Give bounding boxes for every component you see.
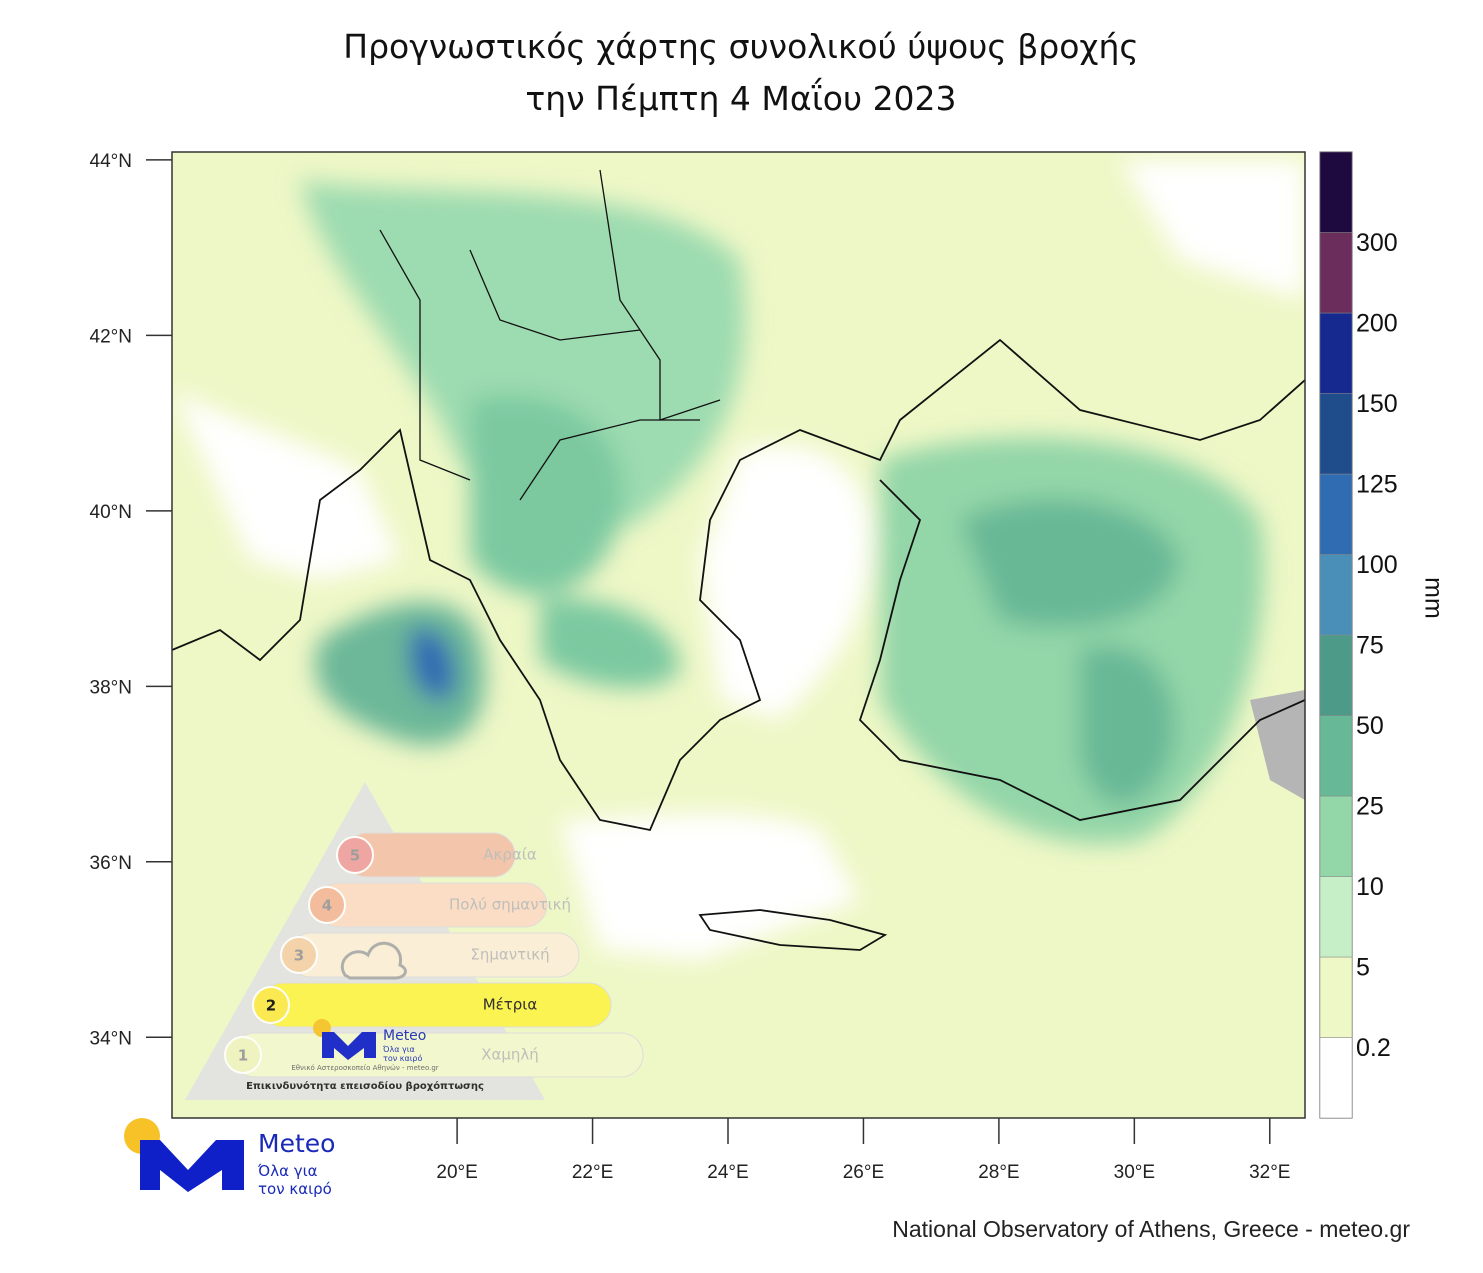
y-tick-label: 34°N xyxy=(90,1028,132,1049)
risk-level: 1 xyxy=(238,1047,248,1065)
colorbar-label: 300 xyxy=(1356,229,1398,257)
colorbar-label: 75 xyxy=(1356,632,1384,660)
risk-circle xyxy=(280,936,318,974)
risk-logo-slogan: τον καιρό xyxy=(383,1053,422,1063)
colorbar-label: 200 xyxy=(1356,310,1398,338)
logo-slogan: τον καιρό xyxy=(258,1180,332,1198)
risk-circle xyxy=(252,986,290,1024)
colorbar-label: 125 xyxy=(1356,471,1398,499)
risk-circle xyxy=(336,836,374,874)
risk-level: 5 xyxy=(350,847,360,865)
colorbar-box xyxy=(1319,393,1353,475)
colorbar-label: 5 xyxy=(1356,954,1370,982)
x-tick-label: 32°E xyxy=(1249,1162,1290,1183)
colorbar-label: 150 xyxy=(1356,390,1398,418)
risk-circle xyxy=(308,886,346,924)
x-tick-label: 24°E xyxy=(707,1162,748,1183)
map-frame xyxy=(171,151,1306,1119)
colorbar-label: 10 xyxy=(1356,873,1384,901)
risk-label: Σημαντική xyxy=(470,946,549,964)
risk-pyramid: 5 Ακραία 4 Πολύ σημαντική 3 Σημαντική 2 Μέτρια 1… xyxy=(185,782,644,1100)
risk-label: Μέτρια xyxy=(483,996,538,1014)
colorbar-label: 100 xyxy=(1356,551,1398,579)
logo-mark xyxy=(322,1032,376,1060)
y-tick-label: 36°N xyxy=(90,853,132,874)
x-tick-label: 28°E xyxy=(978,1162,1019,1183)
colorbar-box xyxy=(1319,795,1353,877)
colorbar-box xyxy=(1319,876,1353,958)
colorbar-box xyxy=(1319,312,1353,394)
y-tick-label: 40°N xyxy=(90,502,132,523)
colorbar-box xyxy=(1319,151,1353,233)
risk-level: 2 xyxy=(266,997,276,1015)
risk-label: Ακραία xyxy=(483,846,537,864)
risk-caption: Επικινδυνότητα επεισοδίου βροχόπτωσης xyxy=(246,1080,484,1092)
credit: National Observatory of Athens, Greece -… xyxy=(892,1216,1410,1242)
risk-label: Χαμηλή xyxy=(481,1046,539,1064)
colorbar-box xyxy=(1319,554,1353,636)
colorbar-box xyxy=(1319,634,1353,716)
y-tick-label: 44°N xyxy=(90,151,132,172)
colorbar-label: 50 xyxy=(1356,712,1384,740)
logo-slogan: Όλα για xyxy=(257,1162,318,1180)
y-tick-label: 38°N xyxy=(90,677,132,698)
risk-label: Πολύ σημαντική xyxy=(449,896,571,914)
colorbar-box xyxy=(1319,956,1353,1038)
risk-level: 4 xyxy=(322,897,332,915)
logo: Meteo Όλα για τον καιρό xyxy=(124,1118,335,1198)
risk-logo-name: Meteo xyxy=(383,1028,426,1044)
risk-logo-org: Εθνικό Αστεροσκοπείο Αθηνών - meteo.gr xyxy=(291,1064,438,1072)
colorbar-label: 25 xyxy=(1356,793,1384,821)
x-tick-label: 26°E xyxy=(843,1162,884,1183)
risk-bar xyxy=(260,982,612,1028)
title: την Πέμπτη 4 Μαΐου 2023 xyxy=(525,77,956,118)
risk-logo-slogan: Όλα για xyxy=(382,1044,415,1054)
risk-level: 3 xyxy=(294,947,304,965)
rain-icon xyxy=(341,941,407,980)
legend-unit: mm xyxy=(1419,577,1447,619)
colorbar-label: 0.2 xyxy=(1356,1034,1391,1062)
title: Προγνωστικός χάρτης συνολικού ύψους βροχ… xyxy=(343,27,1139,66)
colorbar-box xyxy=(1319,232,1353,314)
colorbar-box xyxy=(1319,473,1353,555)
risk-circle xyxy=(224,1036,262,1074)
x-tick-label: 22°E xyxy=(572,1162,613,1183)
x-tick-label: 30°E xyxy=(1114,1162,1155,1183)
logo-name: Meteo xyxy=(258,1129,335,1158)
y-tick-label: 42°N xyxy=(90,326,132,347)
colorbar-box xyxy=(1319,1037,1353,1119)
colorbar-box xyxy=(1319,715,1353,797)
x-tick-label: 20°E xyxy=(436,1162,477,1183)
